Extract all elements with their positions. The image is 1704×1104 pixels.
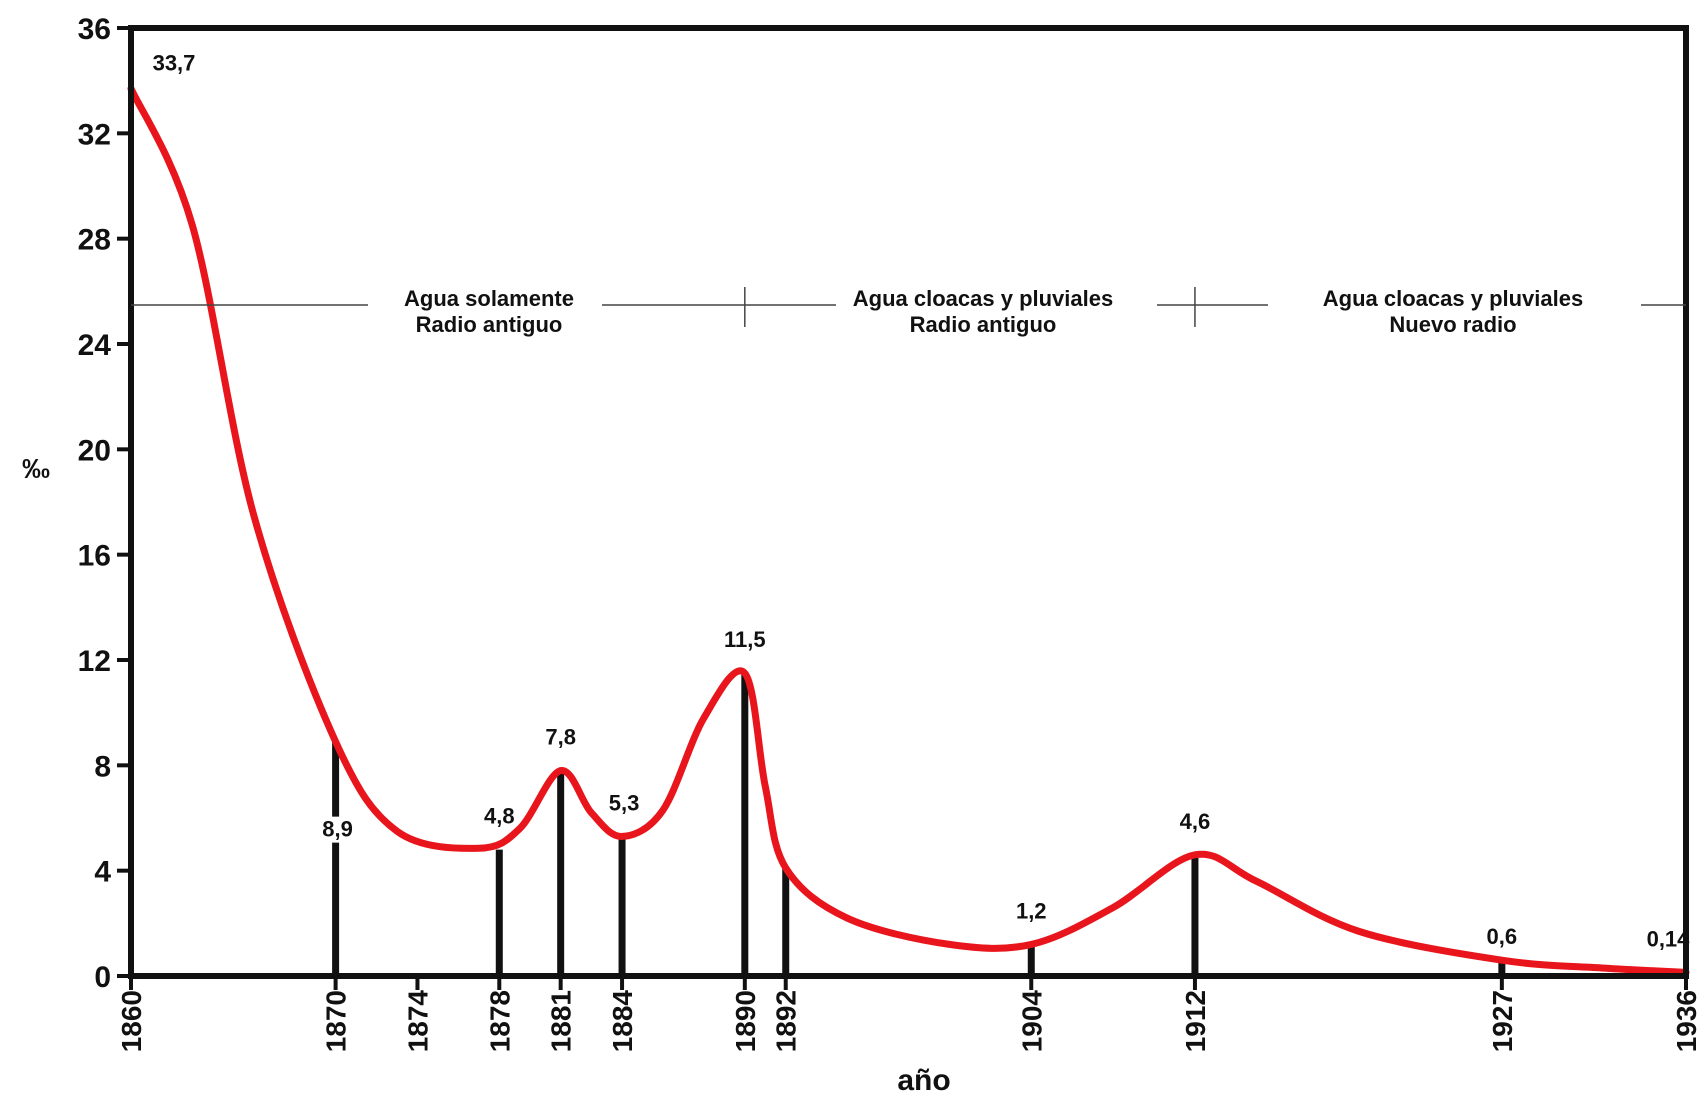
y-tick-label: 24 (78, 329, 112, 362)
data-label-bg (315, 816, 356, 843)
x-tick-label: 1936 (1671, 990, 1702, 1052)
x-tick-label: 1881 (546, 990, 577, 1052)
period-label-line1: Agua solamente (404, 286, 574, 311)
data-label: 1,2 (1016, 898, 1047, 923)
data-label: 4,8 (484, 804, 515, 829)
period-label-line2: Radio antiguo (910, 312, 1057, 337)
period-label-line1: Agua cloacas y pluviales (1323, 286, 1583, 311)
x-tick-label: 1878 (484, 990, 515, 1052)
x-tick-label: 1870 (321, 990, 352, 1052)
y-tick-label: 12 (78, 645, 111, 678)
data-label: 33,7 (153, 51, 196, 76)
x-tick-label: 1874 (402, 990, 433, 1053)
x-tick-label: 1860 (116, 990, 147, 1052)
data-label: 7,8 (545, 725, 576, 750)
data-label: 4,6 (1180, 809, 1211, 834)
y-tick-label: 0 (94, 961, 111, 994)
y-tick-label: 32 (78, 118, 111, 151)
plot-frame (128, 25, 1689, 979)
y-tick-label: 36 (78, 13, 111, 46)
data-label: 5,3 (609, 790, 640, 815)
y-tick-label: 20 (78, 434, 111, 467)
x-tick-label: 1892 (771, 990, 802, 1052)
y-tick-label: 4 (94, 856, 111, 889)
y-tick-label: 28 (78, 224, 111, 257)
x-tick-label: 1890 (730, 990, 761, 1052)
x-tick-label: 1904 (1016, 990, 1047, 1053)
y-tick-label: 8 (94, 750, 111, 783)
data-label: 8,9 (322, 817, 353, 842)
mortality-line (127, 85, 1690, 976)
x-tick-label: 1884 (607, 990, 638, 1053)
x-axis-label: año (897, 1064, 950, 1097)
y-axis-label: ‰ (22, 453, 50, 484)
x-tick-label: 1927 (1487, 990, 1518, 1052)
data-label: 0,14 (1647, 926, 1691, 951)
y-tick-label: 16 (78, 540, 111, 573)
period-label-line2: Radio antiguo (416, 312, 563, 337)
x-tick-label: 1912 (1180, 990, 1211, 1052)
period-label-line1: Agua cloacas y pluviales (853, 286, 1113, 311)
data-label: 0,6 (1487, 924, 1518, 949)
period-label-line2: Nuevo radio (1389, 312, 1516, 337)
data-label: 11,5 (724, 627, 766, 652)
